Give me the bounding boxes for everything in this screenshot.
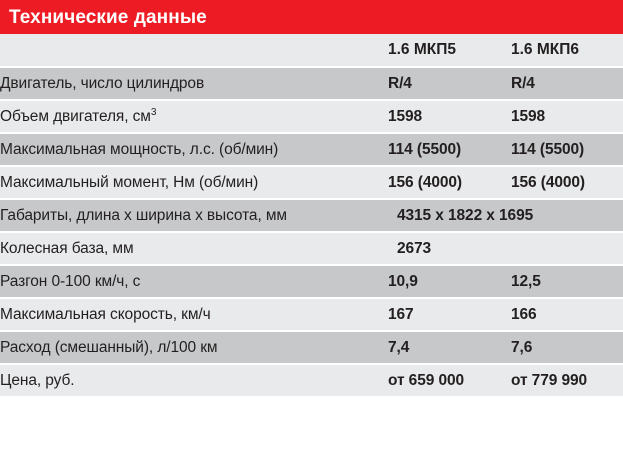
spec-value-mkp6: 156 (4000) bbox=[511, 166, 623, 200]
spec-value-mkp5: 114 (5500) bbox=[388, 133, 511, 167]
spec-value-mkp6: 1598 bbox=[511, 100, 623, 134]
table-row: Объем двигателя, см3 1598 1598 bbox=[0, 100, 623, 134]
table-row: Расход (смешанный), л/100 км 7,4 7,6 bbox=[0, 331, 623, 365]
table-row: Максимальная скорость, км/ч 167 166 bbox=[0, 298, 623, 332]
spec-value-mkp5: 167 bbox=[388, 298, 511, 332]
spec-value-mkp6: 166 bbox=[511, 298, 623, 332]
spec-value-mkp5: R/4 bbox=[388, 67, 511, 101]
specifications-table: 1.6 МКП5 1.6 МКП6 Двигатель, число цилин… bbox=[0, 34, 623, 398]
spec-label: Максимальная скорость, км/ч bbox=[0, 298, 388, 332]
column-header-mkp6: 1.6 МКП6 bbox=[511, 34, 623, 68]
spec-label: Разгон 0-100 км/ч, с bbox=[0, 265, 388, 299]
spec-value-mkp5: 156 (4000) bbox=[388, 166, 511, 200]
spec-value-mkp6: 114 (5500) bbox=[511, 133, 623, 167]
spec-value-mkp5: от 659 000 bbox=[388, 364, 511, 398]
spec-value-mkp5: 1598 bbox=[388, 100, 511, 134]
spec-label: Максимальная мощность, л.с. (об/мин) bbox=[0, 133, 388, 167]
column-header-mkp5: 1.6 МКП5 bbox=[388, 34, 511, 68]
spec-label: Габариты, длина х ширина х высота, мм bbox=[0, 199, 388, 233]
spec-value-merged: 4315 х 1822 х 1695 bbox=[388, 199, 623, 233]
spec-label: Объем двигателя, см3 bbox=[0, 100, 388, 134]
spec-value-mkp5: 7,4 bbox=[388, 331, 511, 365]
spec-value-merged: 2673 bbox=[388, 232, 623, 266]
spec-label: Цена, руб. bbox=[0, 364, 388, 398]
table-row: Максимальный момент, Нм (об/мин) 156 (400… bbox=[0, 166, 623, 200]
page-title: Технические данные bbox=[9, 6, 207, 28]
spec-value-mkp6: 12,5 bbox=[511, 265, 623, 299]
table-row: Разгон 0-100 км/ч, с 10,9 12,5 bbox=[0, 265, 623, 299]
table-row: Максимальная мощность, л.с. (об/мин) 114 … bbox=[0, 133, 623, 167]
table-row: Габариты, длина х ширина х высота, мм 431… bbox=[0, 199, 623, 233]
column-header-label bbox=[0, 34, 388, 68]
spec-value-mkp6: R/4 bbox=[511, 67, 623, 101]
spec-value-mkp6: от 779 990 bbox=[511, 364, 623, 398]
spec-value-mkp6: 7,6 bbox=[511, 331, 623, 365]
spec-value-mkp5: 10,9 bbox=[388, 265, 511, 299]
spec-label: Двигатель, число цилиндров bbox=[0, 67, 388, 101]
spec-label: Колесная база, мм bbox=[0, 232, 388, 266]
title-bar: Технические данные bbox=[0, 0, 623, 34]
spec-label: Максимальный момент, Нм (об/мин) bbox=[0, 166, 388, 200]
table-row: Цена, руб. от 659 000 от 779 990 bbox=[0, 364, 623, 398]
table-header-row: 1.6 МКП5 1.6 МКП6 bbox=[0, 34, 623, 68]
superscript: 3 bbox=[150, 106, 157, 118]
table-row: Колесная база, мм 2673 bbox=[0, 232, 623, 266]
table-row: Двигатель, число цилиндров R/4 R/4 bbox=[0, 67, 623, 101]
spec-label: Расход (смешанный), л/100 км bbox=[0, 331, 388, 365]
table-body: 1.6 МКП5 1.6 МКП6 Двигатель, число цилин… bbox=[0, 34, 623, 398]
